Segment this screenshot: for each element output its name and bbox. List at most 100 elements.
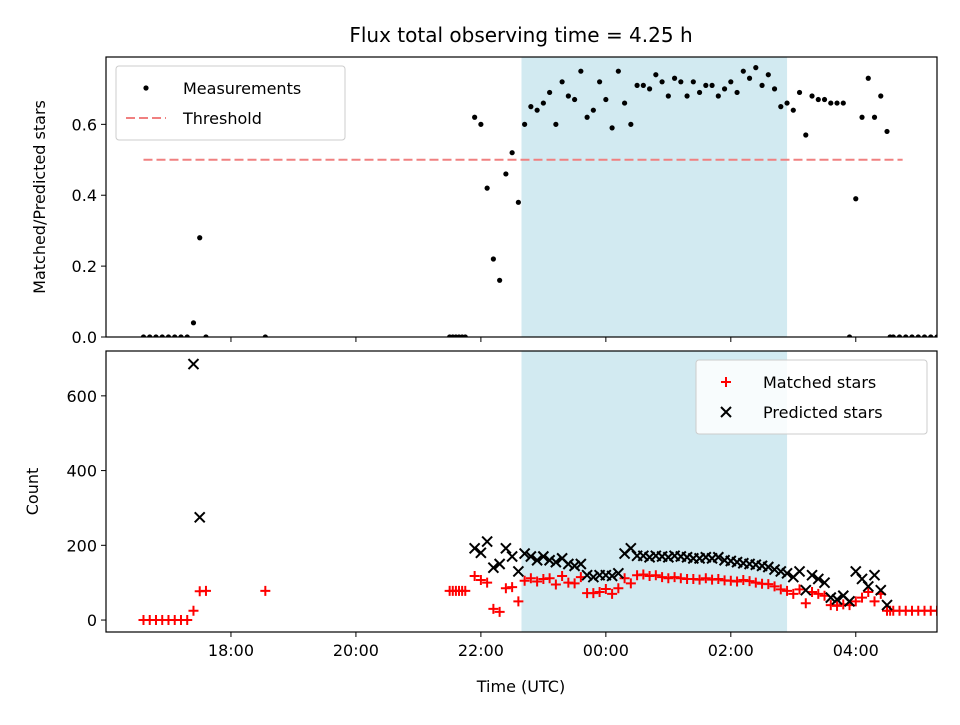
y-tick-label: 200: [66, 536, 97, 555]
data-point: [159, 334, 165, 337]
data-point: [550, 579, 561, 590]
data-point: [188, 605, 199, 616]
legend-box: [115, 65, 346, 141]
data-point: [200, 585, 211, 596]
data-point: [712, 551, 725, 563]
data-point: [165, 334, 172, 337]
data-point: [625, 578, 636, 589]
data-point: [531, 554, 543, 566]
data-point: [944, 606, 954, 616]
data-point: [475, 547, 487, 559]
data-point: [771, 86, 778, 92]
data-point: [765, 72, 771, 78]
data-point: [713, 573, 724, 584]
data-point: [750, 577, 761, 588]
data-point: [881, 599, 893, 611]
series-predicted-stars: [187, 358, 893, 611]
plot-area: [140, 65, 958, 339]
data-point: [806, 569, 818, 581]
data-point: [581, 569, 593, 581]
legend-box: [695, 359, 928, 435]
data-point: [809, 93, 815, 99]
data-point: [197, 235, 203, 241]
data-point: [484, 185, 490, 191]
data-point: [178, 334, 184, 337]
data-point: [628, 121, 634, 127]
y-axis-label: Count: [23, 468, 42, 516]
data-point: [543, 554, 556, 566]
data-point: [615, 68, 621, 74]
data-point: [606, 570, 618, 582]
data-point: [609, 125, 615, 131]
data-point: [547, 89, 553, 96]
data-point: [487, 562, 500, 574]
data-point: [869, 596, 880, 607]
data-point: [478, 121, 484, 127]
data-point: [518, 547, 531, 560]
data-point: [569, 578, 580, 589]
y-tick-label: 0.2: [72, 257, 97, 276]
x-axis-label: Time (UTC): [476, 677, 565, 696]
data-point: [953, 334, 958, 339]
data-point: [525, 550, 537, 563]
data-point: [812, 573, 824, 585]
data-point: [862, 580, 874, 593]
x-tick-label: 02:00: [708, 641, 754, 660]
data-point: [709, 82, 715, 88]
data-point: [584, 114, 590, 120]
data-point: [832, 600, 843, 611]
y-tick-label: 0.4: [72, 186, 97, 205]
data-point: [650, 570, 661, 581]
panel-ratio: 0.0 0.2 0.4 0.6 Matched/Predicted stars Measu…: [30, 56, 958, 347]
data-point: [572, 96, 578, 103]
legend-marker: [721, 377, 731, 387]
data-point: [782, 585, 793, 596]
data-point: [522, 121, 528, 127]
data-point: [934, 334, 937, 337]
y-tick-label: 400: [66, 462, 97, 481]
data-point: [703, 82, 709, 88]
data-point: [778, 104, 784, 110]
data-point: [494, 606, 505, 617]
legend-label: Measurements: [183, 79, 301, 98]
data-point: [746, 75, 753, 81]
data-point: [497, 277, 503, 283]
data-point: [619, 573, 630, 584]
data-point: [884, 128, 890, 135]
chart-title: Flux total observing time = 4.25 h: [349, 23, 692, 47]
data-point: [857, 592, 868, 603]
data-point: [468, 542, 481, 555]
data-point: [896, 334, 903, 337]
data-point: [762, 561, 775, 573]
data-point: [815, 96, 821, 103]
data-point: [544, 573, 555, 584]
data-point: [553, 121, 559, 127]
data-point: [565, 93, 571, 99]
data-point: [640, 82, 646, 88]
series-measurements: [140, 65, 958, 339]
data-point: [493, 558, 506, 570]
data-point: [800, 584, 812, 596]
data-point: [800, 598, 811, 609]
data-point: [657, 572, 668, 583]
data-point: [653, 72, 659, 78]
data-point: [537, 550, 550, 563]
data-point: [172, 334, 178, 337]
x-tick-label: 22:00: [458, 641, 504, 660]
data-point: [153, 334, 159, 337]
data-point: [775, 565, 787, 578]
data-point: [865, 75, 871, 81]
data-point: [715, 93, 721, 99]
data-point: [788, 588, 799, 599]
y-tick-label: 600: [66, 387, 97, 406]
data-point: [568, 560, 581, 572]
data-point: [578, 68, 584, 74]
data-point: [853, 196, 859, 202]
data-point: [469, 570, 480, 581]
y-tick-label: 0.0: [72, 328, 97, 347]
data-point: [775, 584, 786, 595]
data-point: [190, 320, 197, 326]
data-point: [588, 588, 599, 599]
data-point: [460, 585, 471, 596]
